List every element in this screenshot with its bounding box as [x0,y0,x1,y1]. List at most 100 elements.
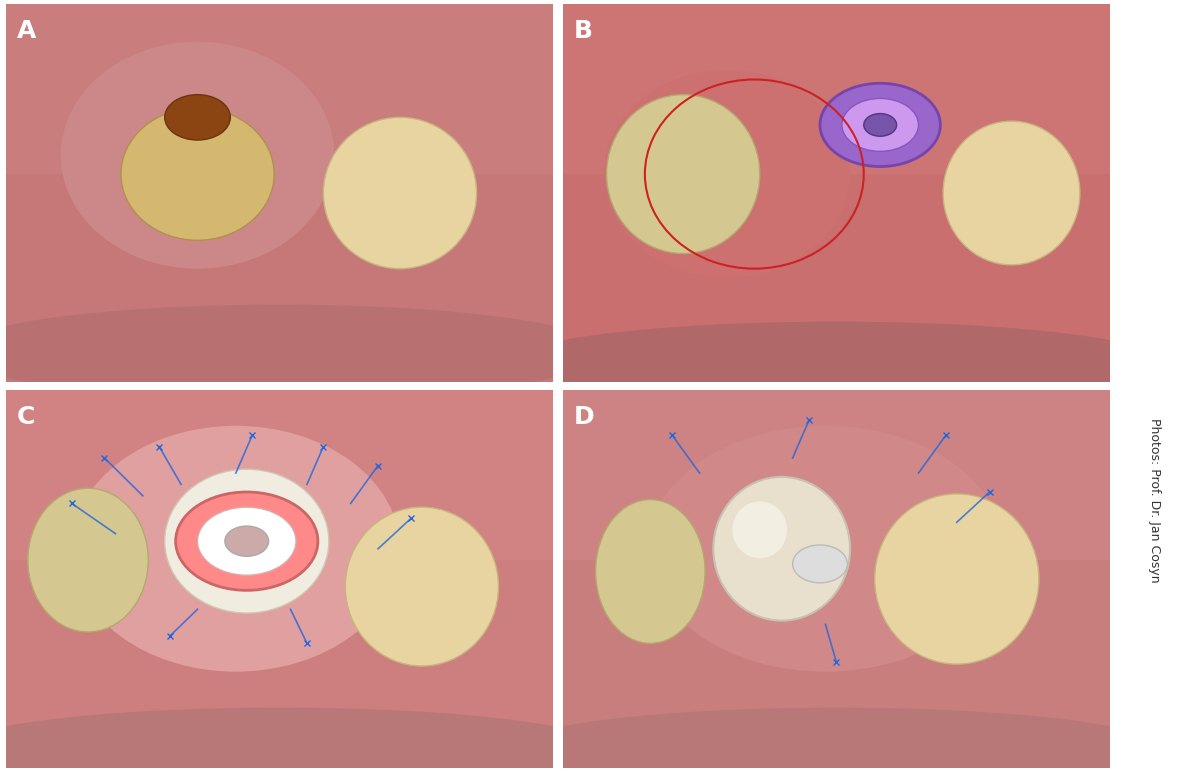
Bar [563,598,1110,617]
Bar [563,99,1110,117]
Circle shape [793,545,847,583]
Ellipse shape [875,494,1039,664]
Bar [563,212,1110,231]
Circle shape [842,98,918,151]
Ellipse shape [0,708,608,772]
Bar [6,446,553,466]
Bar [6,636,553,655]
Bar [6,117,553,136]
Bar [563,541,1110,560]
Ellipse shape [28,488,149,632]
Bar [563,655,1110,673]
Bar [563,636,1110,655]
Ellipse shape [346,507,498,666]
Bar [563,466,1110,485]
Bar [563,692,1110,712]
Bar [6,364,553,382]
Bar [563,344,1110,364]
Text: C: C [17,405,35,429]
Ellipse shape [164,469,329,613]
Bar [563,409,1110,428]
Bar [563,522,1110,541]
Ellipse shape [713,477,850,621]
Bar [6,42,553,61]
Bar [6,99,553,117]
Circle shape [864,113,896,136]
Bar [6,306,553,326]
Bar [6,174,553,193]
Bar [6,4,553,22]
Bar [563,249,1110,269]
Ellipse shape [0,305,608,399]
Bar [6,579,553,598]
Circle shape [198,507,296,575]
Bar [563,712,1110,730]
Bar [6,231,553,249]
Bar [563,80,1110,99]
Bar [563,428,1110,446]
Bar [563,730,1110,749]
Ellipse shape [508,322,1165,405]
Bar [6,560,553,579]
Bar [6,655,553,673]
Bar [6,466,553,485]
Text: B: B [574,19,593,43]
Circle shape [224,526,269,557]
Ellipse shape [323,117,476,269]
Bar [6,344,553,364]
Bar [563,617,1110,636]
Bar [563,61,1110,80]
Bar [563,4,1110,22]
Ellipse shape [121,108,274,240]
Bar [6,673,553,692]
Bar [563,485,1110,503]
Bar [563,155,1110,174]
Bar [6,269,553,287]
Bar [6,522,553,541]
Circle shape [820,83,941,167]
Bar [6,287,553,306]
Bar [6,193,553,212]
Bar [563,42,1110,61]
Text: D: D [574,405,594,429]
Bar [563,579,1110,598]
Bar [6,617,553,636]
Ellipse shape [648,426,1003,672]
Bar [6,80,553,99]
Bar [563,22,1110,42]
Text: Photos: Prof. Dr. Jan Cosyn: Photos: Prof. Dr. Jan Cosyn [1148,418,1162,583]
Ellipse shape [606,95,760,253]
Bar [563,117,1110,136]
Bar [6,692,553,712]
Ellipse shape [732,502,787,558]
Bar [6,503,553,522]
Bar [6,249,553,269]
Ellipse shape [72,426,400,672]
Bar [6,428,553,446]
Circle shape [164,95,230,140]
Text: A: A [17,19,36,43]
Ellipse shape [943,121,1080,265]
Ellipse shape [604,70,850,278]
Bar [563,231,1110,249]
Bar [563,503,1110,522]
Bar [6,212,553,231]
Bar [6,61,553,80]
Bar [563,364,1110,382]
Ellipse shape [595,499,706,643]
Circle shape [175,492,318,591]
Bar [563,174,1110,193]
Bar [563,446,1110,466]
Bar [6,22,553,42]
Bar [6,712,553,730]
Bar [6,485,553,503]
Bar [6,749,553,768]
Bar [563,390,1110,409]
Bar [6,409,553,428]
Bar [563,673,1110,692]
Bar [6,390,553,409]
Bar [563,287,1110,306]
Bar [563,136,1110,155]
Bar [563,193,1110,212]
Bar [6,730,553,749]
